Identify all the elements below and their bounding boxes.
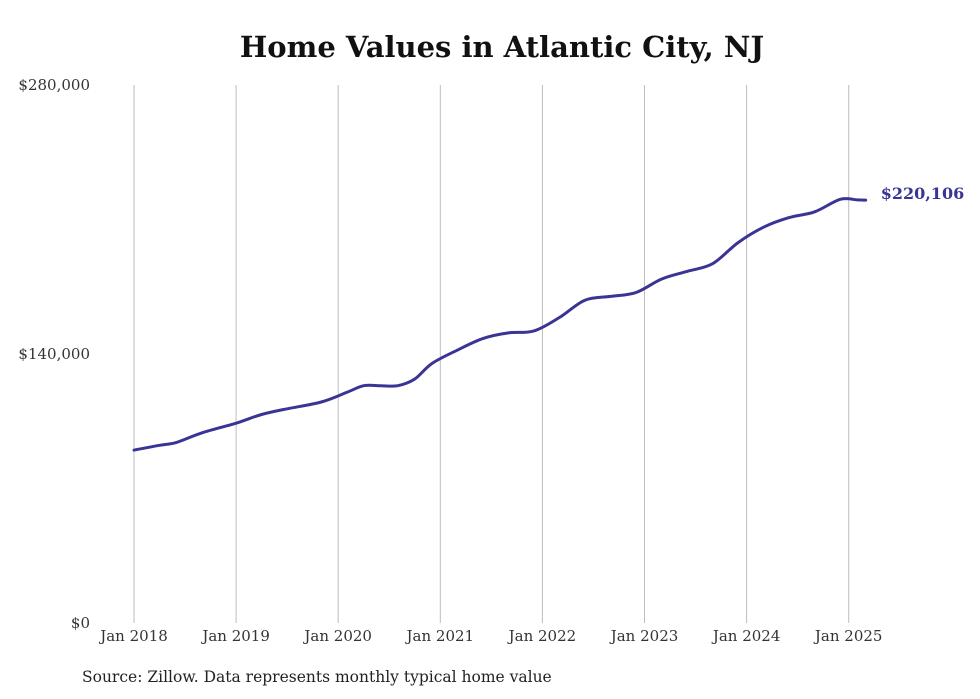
y-axis-ticks: $0 $140,000 $280,000 <box>18 76 90 632</box>
x-tick-label: Jan 2018 <box>98 627 168 645</box>
chart-title: Home Values in Atlantic City, NJ <box>239 30 765 64</box>
x-tick-label: Jan 2025 <box>813 627 883 645</box>
end-value-label: $220,106 <box>881 184 965 203</box>
home-value-line <box>132 197 868 452</box>
grid-lines <box>133 85 850 623</box>
x-tick-label: Jan 2021 <box>405 627 475 645</box>
x-axis-ticks: Jan 2018 Jan 2019 Jan 2020 Jan 2021 Jan 2022… <box>98 627 882 645</box>
y-tick-label: $0 <box>71 614 90 632</box>
x-tick-label: Jan 2019 <box>200 627 270 645</box>
source-note: Source: Zillow. Data represents monthly … <box>82 668 552 686</box>
x-tick-label: Jan 2023 <box>609 627 679 645</box>
y-tick-label: $140,000 <box>18 345 90 363</box>
x-tick-label: Jan 2022 <box>507 627 577 645</box>
x-tick-label: Jan 2024 <box>711 627 781 645</box>
x-tick-label: Jan 2020 <box>302 627 372 645</box>
y-tick-label: $280,000 <box>18 76 90 94</box>
